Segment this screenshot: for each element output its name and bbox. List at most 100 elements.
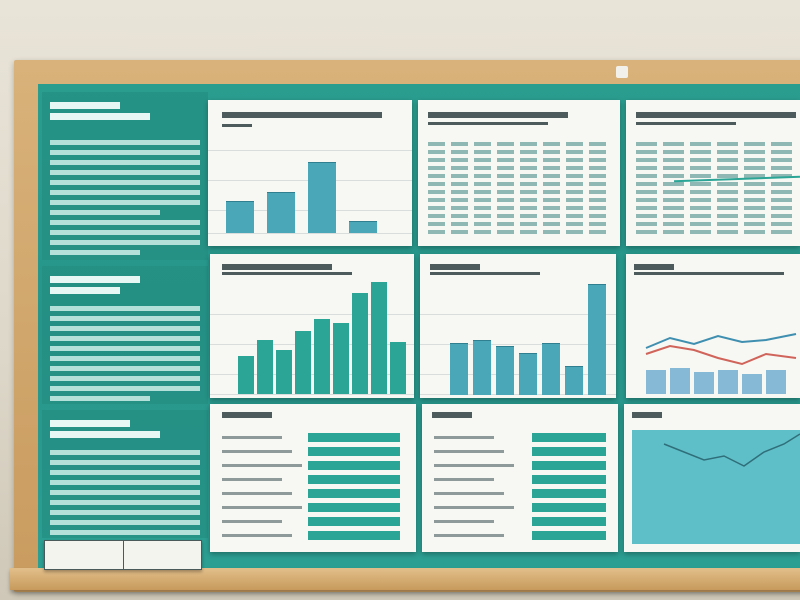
table-cell <box>428 174 445 178</box>
table-cell <box>717 158 738 162</box>
table-cell <box>690 222 711 226</box>
table-cell <box>744 182 765 186</box>
table-cell <box>744 166 765 170</box>
pushpin-icon <box>616 66 628 78</box>
table-cell <box>717 222 738 226</box>
text-line <box>434 520 494 523</box>
table-cell <box>566 158 583 162</box>
left-panel-3 <box>42 410 208 538</box>
text-line <box>222 450 292 453</box>
table-cell <box>451 174 468 178</box>
table-cell <box>663 230 684 234</box>
table-cell <box>717 182 738 186</box>
table-cell <box>520 182 537 186</box>
highlight-row <box>532 531 606 540</box>
table-cell <box>717 230 738 234</box>
table-cell <box>589 198 606 202</box>
table-cell <box>636 198 657 202</box>
table-cell <box>474 182 491 186</box>
table-cell <box>636 230 657 234</box>
table-cell <box>520 142 537 146</box>
table-cell <box>451 166 468 170</box>
table-cell <box>717 198 738 202</box>
table-cell <box>589 214 606 218</box>
table-cell <box>428 214 445 218</box>
table-cell <box>520 166 537 170</box>
table-cell <box>744 150 765 154</box>
c3-bar <box>450 343 468 395</box>
board-ledge <box>10 568 800 590</box>
table-cell <box>663 190 684 194</box>
table-cell <box>636 166 657 170</box>
table-cell <box>636 206 657 210</box>
table-cell <box>771 150 792 154</box>
table-cell <box>474 174 491 178</box>
table-cell <box>771 230 792 234</box>
table-cell <box>451 182 468 186</box>
c3-bar <box>473 339 491 395</box>
table-cell <box>717 150 738 154</box>
table-cell <box>663 182 684 186</box>
table-cell <box>451 214 468 218</box>
highlight-row <box>532 461 606 470</box>
table-cell <box>744 230 765 234</box>
table-cell <box>520 206 537 210</box>
table-cell <box>497 222 514 226</box>
table-cell <box>663 174 684 178</box>
table-cell <box>636 158 657 162</box>
table-cell <box>428 222 445 226</box>
table-cell <box>497 158 514 162</box>
line-chart-1 <box>645 333 797 394</box>
table-cell <box>636 182 657 186</box>
table-cell <box>451 206 468 210</box>
text-sheet-1 <box>210 404 416 552</box>
table-cell <box>663 142 684 146</box>
table-cell <box>589 222 606 226</box>
table-cell <box>663 150 684 154</box>
table-cell <box>520 222 537 226</box>
table-cell <box>543 214 560 218</box>
table-cell <box>589 166 606 170</box>
highlight-row <box>532 489 606 498</box>
c2-bar <box>371 282 387 394</box>
table-cell <box>636 174 657 178</box>
table-cell <box>520 174 537 178</box>
table-cell <box>566 142 583 146</box>
highlight-row <box>308 489 400 498</box>
table-cell <box>589 174 606 178</box>
table-cell <box>428 190 445 194</box>
table-sheet-2 <box>626 100 800 246</box>
table-cell <box>717 214 738 218</box>
table-cell <box>771 222 792 226</box>
table-cell <box>543 150 560 154</box>
table-cell <box>474 198 491 202</box>
bar-chart-sheet-1 <box>208 100 412 246</box>
table-cell <box>474 190 491 194</box>
open-booklet <box>44 540 202 570</box>
highlight-row <box>532 433 606 442</box>
table-cell <box>566 214 583 218</box>
table-cell <box>771 214 792 218</box>
highlight-row <box>308 461 400 470</box>
table-cell <box>566 198 583 202</box>
text-line <box>434 464 514 467</box>
table-cell <box>543 158 560 162</box>
c3-bar <box>565 366 583 395</box>
table-cell <box>497 150 514 154</box>
table-cell <box>543 230 560 234</box>
table-cell <box>636 150 657 154</box>
table-cell <box>771 198 792 202</box>
table-cell <box>771 182 792 186</box>
table-cell <box>428 198 445 202</box>
table-cell <box>497 182 514 186</box>
table-cell <box>497 198 514 202</box>
table-cell <box>690 230 711 234</box>
highlight-row <box>532 447 606 456</box>
highlight-row <box>308 503 400 512</box>
table-cell <box>589 190 606 194</box>
table-cell <box>717 142 738 146</box>
table-cell <box>451 150 468 154</box>
table-cell <box>451 190 468 194</box>
table-cell <box>663 166 684 170</box>
text-line <box>222 492 292 495</box>
